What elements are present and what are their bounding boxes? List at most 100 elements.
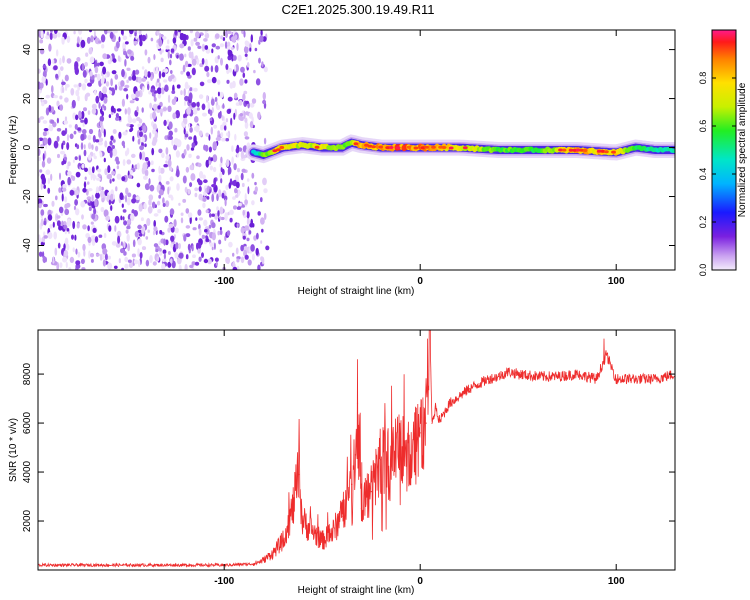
noise-speckle [194,116,199,123]
noise-speckle [257,211,261,216]
noise-speckle [253,69,256,74]
noise-speckle [56,215,61,219]
noise-speckle [201,58,205,65]
noise-speckle [165,154,170,161]
noise-speckle [224,235,227,241]
trace-peak [275,148,281,152]
noise-speckle [227,96,233,102]
noise-speckle [137,37,140,42]
noise-speckle [176,183,180,191]
noise-speckle [60,66,64,71]
noise-speckle [182,198,187,203]
noise-speckle [170,243,174,248]
noise-speckle [183,234,187,242]
noise-speckle [39,39,44,44]
noise-speckle [136,182,141,188]
noise-speckle [164,68,169,73]
snr-data-point [360,508,362,510]
noise-speckle [69,133,74,140]
noise-speckle [43,128,49,132]
noise-speckle [222,103,225,109]
trace-peak [448,146,454,150]
noise-speckle [232,55,237,61]
noise-speckle [213,242,216,250]
noise-speckle [164,84,169,92]
noise-speckle [231,156,234,165]
noise-speckle [74,67,80,76]
noise-speckle [226,79,230,84]
noise-speckle [217,91,220,97]
noise-speckle [224,41,228,49]
trace-peak [568,148,574,152]
noise-speckle [187,85,191,89]
noise-speckle [169,59,172,66]
noise-speckle [118,36,121,43]
noise-speckle [130,127,134,132]
noise-speckle [57,242,61,249]
noise-speckle [89,71,93,77]
noise-speckle [183,149,187,156]
noise-speckle [61,187,67,192]
noise-speckle [157,105,161,110]
noise-speckle [265,245,270,251]
noise-speckle [246,178,250,182]
noise-speckle [45,94,51,99]
noise-speckle [103,30,108,35]
noise-speckle [51,200,55,207]
noise-speckle [116,41,120,49]
snr-data-point [354,454,357,456]
noise-speckle [141,77,147,82]
noise-speckle [191,67,196,76]
noise-speckle [112,178,115,182]
noise-speckle [120,241,123,246]
snr-data-point [435,407,437,409]
noise-speckle [161,152,165,159]
noise-speckle [88,250,91,259]
noise-speckle [174,252,179,259]
noise-speckle [236,265,240,270]
snr-data-point [615,378,617,380]
noise-speckle [95,192,100,199]
noise-speckle [240,244,244,252]
noise-speckle [49,224,53,229]
noise-speckle [188,123,191,128]
noise-speckle [124,108,128,115]
noise-speckle [45,35,50,40]
noise-speckle [91,144,94,150]
noise-speckle [117,235,121,244]
noise-speckle [131,118,137,124]
noise-speckle [61,220,64,227]
noise-speckle [102,75,105,83]
noise-speckle [124,84,130,89]
noise-speckle [92,227,97,233]
y-tick-label: 40 [22,44,33,56]
noise-speckle [198,186,202,192]
noise-speckle [38,237,43,243]
noise-speckle [229,82,234,89]
noise-speckle [116,173,122,180]
figure-title: C2E1.2025.300.19.49.R11 [282,2,435,17]
spectrogram-axes: -100 0 100 -40 -20 0 20 40 [22,30,675,287]
noise-speckle [156,66,159,74]
noise-speckle [234,133,237,141]
noise-speckle [56,49,59,57]
noise-speckle [38,234,41,239]
noise-speckle [249,121,254,129]
noise-speckle [201,234,206,240]
noise-speckle [63,224,68,230]
noise-speckle [136,162,140,170]
noise-speckle [180,90,183,96]
noise-speckle [234,188,238,194]
noise-speckle [82,70,87,78]
noise-speckle [251,98,257,104]
noise-speckle [191,261,196,266]
noise-speckle [45,169,51,175]
noise-speckle [261,256,265,265]
noise-speckle [85,92,91,97]
noise-speckle [203,258,209,264]
noise-speckle [72,159,75,163]
snr-data-point [488,378,490,380]
snr-data-point [431,422,433,424]
noise-speckle [91,213,96,220]
noise-speckle [141,226,145,235]
